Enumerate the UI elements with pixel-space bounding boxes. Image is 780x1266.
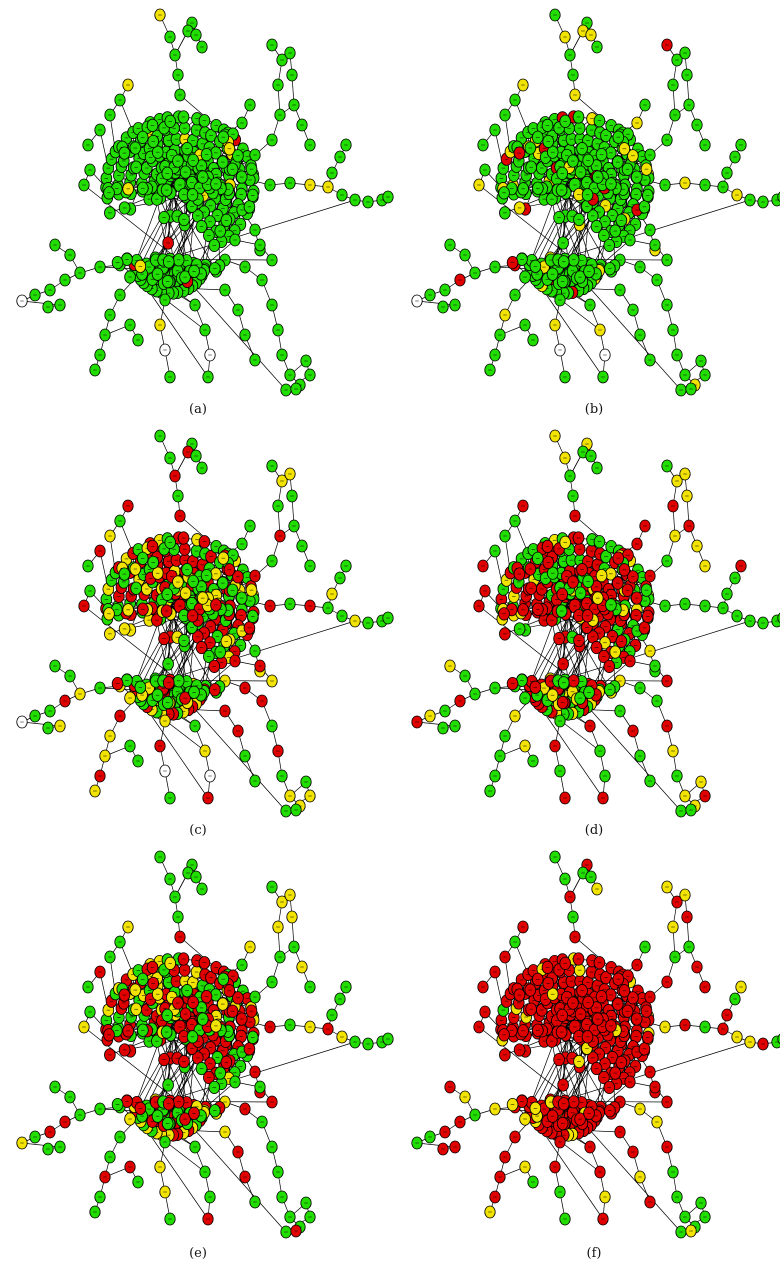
nodes <box>411 429 780 818</box>
nodes <box>411 8 780 397</box>
edge <box>21 721 61 727</box>
network-graph-c <box>16 429 394 818</box>
panel-d <box>411 429 780 818</box>
edge <box>184 697 287 812</box>
edge <box>21 300 61 306</box>
panel-c <box>16 429 394 818</box>
nodes <box>16 8 394 397</box>
panel-a <box>16 8 394 397</box>
panel-label-b: (b) <box>585 402 603 417</box>
edge <box>579 697 682 812</box>
edge <box>184 276 287 391</box>
network-graph-b <box>411 8 780 397</box>
network-graph-a <box>16 8 394 397</box>
edge <box>416 721 456 727</box>
panel-b <box>411 8 780 397</box>
edge <box>478 184 574 261</box>
panel-label-a: (a) <box>189 402 207 417</box>
network-graph-d <box>411 429 780 818</box>
edge <box>416 300 456 306</box>
edge <box>579 276 682 391</box>
edge <box>83 184 179 261</box>
panel-label-c: (c) <box>189 823 206 838</box>
